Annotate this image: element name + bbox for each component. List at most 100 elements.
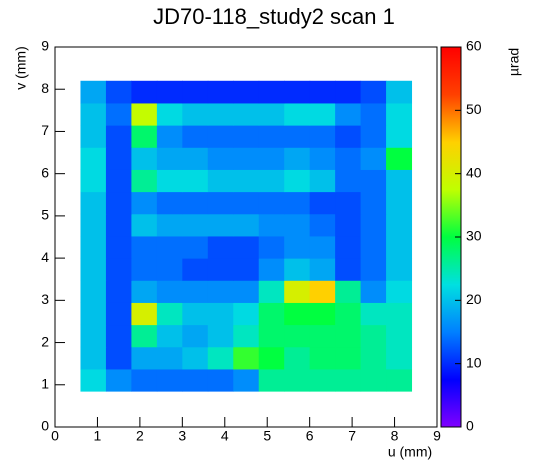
heatmap-cell xyxy=(105,258,132,281)
heatmap-cell xyxy=(207,169,234,193)
heatmap-cell xyxy=(258,235,285,259)
heatmap-cell xyxy=(309,324,336,348)
colorbar-tick-label: 50 xyxy=(466,101,482,117)
heatmap-cell xyxy=(182,169,209,193)
heatmap-cell xyxy=(386,125,413,148)
heatmap-cell xyxy=(80,191,107,215)
heatmap-cell xyxy=(207,280,234,303)
heatmap-cell xyxy=(233,191,260,215)
x-tick-label: 3 xyxy=(178,428,186,444)
x-tick-label: 1 xyxy=(94,428,102,444)
heatmap-cell xyxy=(258,280,285,303)
heatmap-cell xyxy=(309,280,336,303)
heatmap-cell xyxy=(207,191,234,215)
heatmap-cell xyxy=(258,102,285,126)
heatmap-cell xyxy=(386,102,413,126)
heatmap-cell xyxy=(386,324,413,348)
y-tick-label: 9 xyxy=(41,38,49,54)
heatmap-cell xyxy=(309,368,336,392)
heatmap-cell xyxy=(105,324,132,348)
heatmap-cell xyxy=(131,302,158,326)
colorbar-tick-label: 10 xyxy=(466,354,482,370)
heatmap-cell xyxy=(105,346,132,370)
heatmap-cell xyxy=(233,302,260,326)
heatmap-cell xyxy=(131,102,158,126)
heatmap-cell xyxy=(233,102,260,126)
heatmap-cell xyxy=(360,169,387,193)
heatmap-cell xyxy=(284,235,311,259)
heatmap-cell xyxy=(360,368,387,392)
heatmap-cell xyxy=(131,147,158,170)
y-tick-label: 8 xyxy=(41,80,49,96)
heatmap-cell xyxy=(80,302,107,326)
heatmap-cell xyxy=(80,368,107,392)
heatmap-cell xyxy=(80,125,107,148)
heatmap-cell xyxy=(156,258,183,281)
heatmap-cell xyxy=(360,213,387,237)
heatmap-cell xyxy=(258,258,285,281)
heatmap-cell xyxy=(335,125,362,148)
heatmap-cell xyxy=(233,169,260,193)
x-tick-label: 8 xyxy=(391,428,399,444)
heatmap-cell xyxy=(156,80,183,104)
heatmap-cell xyxy=(105,280,132,303)
heatmap-cell xyxy=(258,302,285,326)
heatmap-cell xyxy=(131,346,158,370)
heatmap-cell xyxy=(156,191,183,215)
heatmap-cell xyxy=(207,368,234,392)
heatmap-cell xyxy=(284,80,311,104)
heatmap-cell xyxy=(284,302,311,326)
heatmap-cell xyxy=(131,258,158,281)
heatmap-cell xyxy=(386,368,413,392)
heatmap-cell xyxy=(284,147,311,170)
heatmap-cell xyxy=(233,258,260,281)
heatmap-cell xyxy=(386,258,413,281)
heatmap-cell xyxy=(258,346,285,370)
heatmap-cell xyxy=(360,280,387,303)
heatmap-cell xyxy=(131,235,158,259)
colorbar-tick-label: 40 xyxy=(466,164,482,180)
heatmap-cell xyxy=(207,324,234,348)
heatmap-cell xyxy=(80,169,107,193)
heatmap-cell xyxy=(80,213,107,237)
y-tick-label: 1 xyxy=(41,375,49,391)
heatmap-cell xyxy=(207,80,234,104)
heatmap-cell xyxy=(182,80,209,104)
heatmap-cell xyxy=(309,102,336,126)
heatmap-cell xyxy=(258,324,285,348)
y-tick-label: 7 xyxy=(41,122,49,138)
heatmap-cell xyxy=(335,147,362,170)
heatmap-cell xyxy=(233,280,260,303)
colorbar-tick-label: 30 xyxy=(466,228,482,244)
heatmap-cell xyxy=(386,213,413,237)
heatmap-cell xyxy=(335,258,362,281)
heatmap-cell xyxy=(182,102,209,126)
heatmap-cell xyxy=(284,191,311,215)
heatmap-cell xyxy=(284,324,311,348)
heatmap-cell xyxy=(233,147,260,170)
heatmap-cell xyxy=(258,169,285,193)
chart-title: JD70-118_study2 scan 1 xyxy=(153,4,395,29)
heatmap-cell xyxy=(80,280,107,303)
heatmap-cell xyxy=(156,280,183,303)
y-axis-label: v (mm) xyxy=(13,46,29,90)
colorbar-tick-label: 60 xyxy=(466,38,482,54)
heatmap-cell xyxy=(386,80,413,104)
heatmap-cell xyxy=(207,346,234,370)
x-tick-label: 5 xyxy=(263,428,271,444)
heatmap-cell xyxy=(360,258,387,281)
heatmap-cell xyxy=(360,346,387,370)
heatmap-cell xyxy=(335,324,362,348)
heatmap-cell xyxy=(131,213,158,237)
heatmap-cell xyxy=(335,191,362,215)
heatmap-cell xyxy=(156,102,183,126)
heatmap-cell xyxy=(360,147,387,170)
heatmap-cell xyxy=(105,368,132,392)
heatmap-cell xyxy=(207,102,234,126)
heatmap-cell xyxy=(360,102,387,126)
heatmap-cell xyxy=(309,346,336,370)
heatmap-cell xyxy=(360,125,387,148)
heatmap-cell xyxy=(131,169,158,193)
heatmap-cell xyxy=(309,258,336,281)
